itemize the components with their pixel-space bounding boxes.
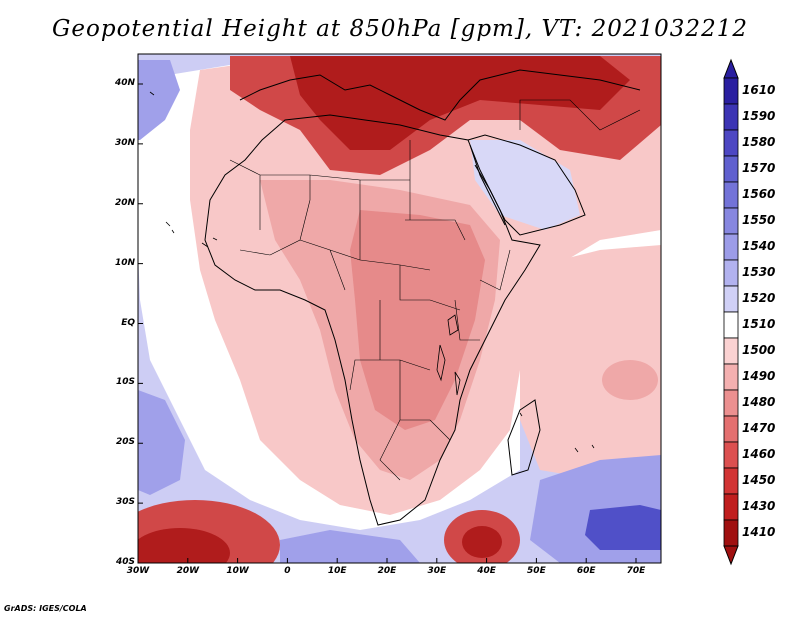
lat-label: 10N	[114, 257, 135, 268]
arabia-coastline	[467, 134, 586, 236]
colorbar-bottom-arrow	[723, 545, 739, 566]
colorbar-level-label: 1460	[742, 447, 776, 461]
colorbar-swatch	[723, 493, 739, 521]
colorbar-swatch	[723, 77, 739, 105]
colorbar-level-label: 1410	[742, 525, 776, 539]
field-pink-madagascar-east	[602, 360, 658, 400]
colorbar-level-label: 1560	[742, 187, 776, 201]
field-blue-south	[280, 530, 420, 563]
lon-label: 50E	[527, 566, 546, 576]
lat-label: 30N	[114, 137, 135, 148]
colorbar-level-label: 1500	[742, 343, 776, 357]
colorbar-level-label: 1480	[742, 395, 776, 409]
lon-label: 30W	[126, 566, 150, 576]
lat-label: 10S	[115, 377, 135, 388]
colorbar-swatch	[723, 129, 739, 157]
colorbar-level-label: 1550	[742, 213, 776, 227]
colorbar-swatch	[723, 363, 739, 391]
lon-label: 40E	[477, 566, 496, 576]
lon-label: 10W	[226, 566, 249, 576]
lon-label: 20W	[176, 566, 200, 576]
lat-label: 20S	[115, 437, 135, 448]
axis-ticks	[137, 83, 637, 564]
field-mid-red-core	[350, 210, 485, 430]
africa-coastline	[204, 114, 541, 526]
lat-label: 20N	[114, 197, 135, 208]
colorbar-swatch	[723, 259, 739, 287]
lon-label: 20E	[377, 566, 397, 576]
field-pink-indian-ocean	[520, 245, 661, 480]
colorbar-swatch	[723, 467, 739, 495]
lat-label: 40N	[114, 78, 135, 88]
colorbar-swatch	[723, 285, 739, 313]
europe-coastline	[239, 69, 641, 121]
grads-credit: GrADS: IGES/COLA	[4, 604, 87, 613]
colorbar-level-label: 1590	[742, 109, 776, 123]
lon-label: 70E	[626, 566, 646, 576]
field-low-southwest-core	[138, 528, 230, 563]
plot-frame	[137, 53, 662, 564]
colorbar-level-label: 1570	[742, 161, 776, 175]
colorbar	[723, 58, 739, 566]
height-field	[138, 54, 661, 563]
lon-label: 0	[284, 566, 291, 576]
lon-label: 30E	[427, 566, 447, 576]
colorbar-swatch	[723, 337, 739, 365]
map-title: Geopotential Height at 850hPa [gpm], VT:…	[52, 16, 748, 42]
colorbar-level-label: 1530	[742, 265, 776, 279]
colorbar-swatch	[723, 103, 739, 131]
colorbar-swatch	[723, 155, 739, 183]
colorbar-top-arrow	[723, 58, 739, 79]
lakes	[436, 314, 461, 396]
colorbar-swatch	[723, 233, 739, 261]
lat-label: 30S	[115, 497, 135, 508]
colorbar-level-label: 1520	[742, 291, 776, 305]
colorbar-level-label: 1610	[742, 83, 776, 97]
coastlines-and-borders	[149, 69, 641, 526]
islands	[149, 91, 595, 453]
colorbar-level-label: 1540	[742, 239, 776, 253]
field-blue-northwest	[138, 60, 180, 140]
field-darker-blue-southeast	[585, 505, 661, 550]
colorbar-level-label: 1490	[742, 369, 776, 383]
colorbar-swatch	[723, 311, 739, 339]
colorbar-level-label: 1580	[742, 135, 776, 149]
lon-label: 60E	[576, 566, 596, 576]
colorbar-swatch	[723, 207, 739, 235]
colorbar-level-label: 1510	[742, 317, 776, 331]
colorbar-level-label: 1430	[742, 499, 776, 513]
colorbar-level-label: 1450	[742, 473, 776, 487]
colorbar-swatch	[723, 415, 739, 443]
colorbar-level-label: 1470	[742, 421, 776, 435]
red-sea-coastline	[469, 144, 506, 226]
colorbar-swatch	[723, 181, 739, 209]
madagascar-coastline	[507, 399, 541, 476]
colorbar-swatch	[723, 441, 739, 469]
lat-label: EQ	[121, 317, 135, 328]
field-light-blue-arabia	[470, 140, 580, 230]
lat-label: 40S	[115, 557, 135, 567]
colorbar-swatch	[723, 519, 739, 547]
colorbar-swatch	[723, 389, 739, 417]
field-dark-red-north	[290, 56, 630, 150]
field-low-south-core	[462, 526, 502, 558]
country-borders	[229, 99, 641, 481]
lon-label: 10E	[327, 566, 347, 576]
field-blue-west	[138, 390, 185, 495]
